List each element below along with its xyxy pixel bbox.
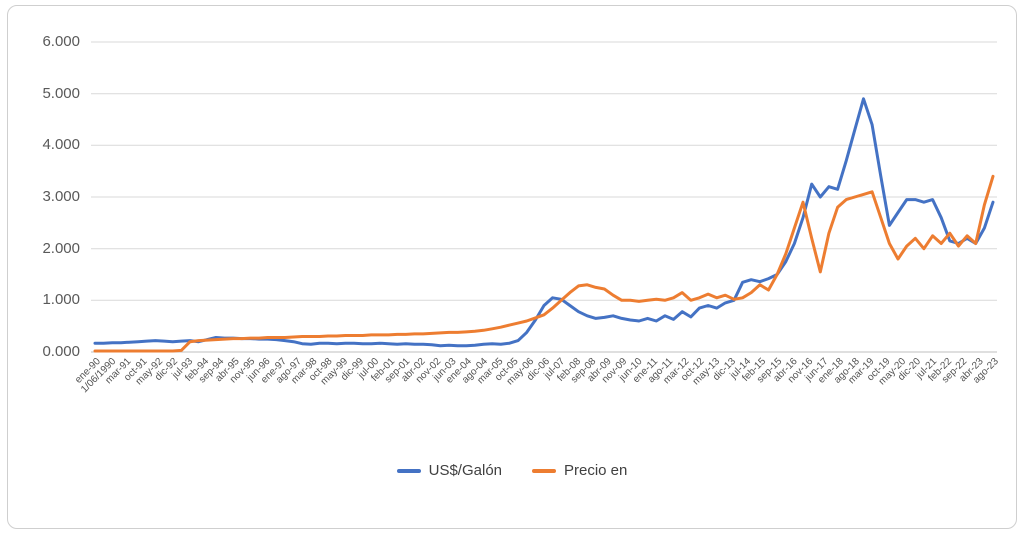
legend-item[interactable]: US$/Galón [396, 462, 502, 479]
y-axis-label: 5.000 [42, 84, 80, 102]
x-axis-labels: ene-90 1/06/1990 mar-91 oct-91 may-92 dic-92 j… [72, 356, 1001, 396]
plot-svg [91, 41, 997, 353]
y-axis-labels: 0.000 1.000 2.000 3.000 4.000 5.000 6.000 [24, 6, 80, 386]
series-line-0 [93, 97, 995, 348]
y-axis-label: 4.000 [42, 136, 80, 154]
legend-marker [532, 468, 556, 473]
y-axis-label: 2.000 [42, 239, 80, 257]
series-line-1 [93, 174, 995, 353]
legend-label: US$/Galón [428, 462, 502, 479]
y-axis-label: 1.000 [42, 291, 80, 309]
chart-panel: 0.000 1.000 2.000 3.000 4.000 5.000 6.000 ene-… [7, 5, 1017, 529]
y-axis-label: 0.000 [42, 343, 80, 360]
plot-area [91, 36, 997, 358]
legend-marker [396, 468, 421, 473]
chart-legend: US$/Galón Precio en [8, 462, 1016, 479]
legend-label: Precio en [564, 462, 628, 479]
y-axis-label: 3.000 [42, 188, 80, 205]
y-axis-label: 6.000 [42, 33, 80, 50]
legend-item[interactable]: Precio en [532, 462, 627, 479]
